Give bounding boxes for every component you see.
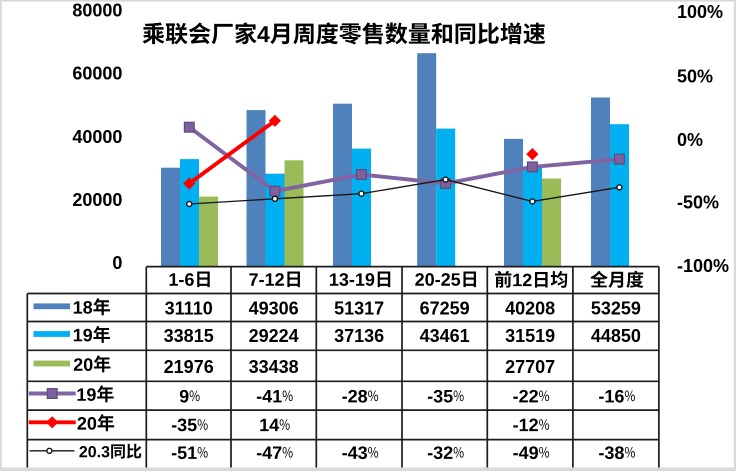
svg-text:40000: 40000 bbox=[72, 127, 122, 147]
svg-text:29224: 29224 bbox=[249, 326, 299, 346]
svg-text:100%: 100% bbox=[677, 2, 723, 22]
svg-text:80000: 80000 bbox=[72, 1, 122, 21]
svg-text:60000: 60000 bbox=[72, 64, 122, 84]
svg-text:43461: 43461 bbox=[420, 326, 470, 346]
svg-text:0: 0 bbox=[112, 253, 122, 273]
svg-text:33438: 33438 bbox=[249, 357, 299, 377]
svg-text:27707: 27707 bbox=[505, 357, 555, 377]
svg-text:53259: 53259 bbox=[591, 298, 641, 318]
svg-text:20000: 20000 bbox=[72, 190, 122, 210]
svg-text:50%: 50% bbox=[677, 66, 713, 86]
svg-text:0%: 0% bbox=[677, 130, 703, 150]
svg-text:-50%: -50% bbox=[677, 192, 719, 212]
svg-text:67259: 67259 bbox=[420, 298, 470, 318]
svg-text:37136: 37136 bbox=[334, 326, 384, 346]
svg-text:49306: 49306 bbox=[249, 298, 299, 318]
svg-text:-100%: -100% bbox=[677, 256, 729, 276]
svg-text:33815: 33815 bbox=[164, 326, 214, 346]
svg-text:21976: 21976 bbox=[164, 357, 214, 377]
svg-text:44850: 44850 bbox=[591, 326, 641, 346]
svg-text:40208: 40208 bbox=[505, 298, 555, 318]
svg-text:51317: 51317 bbox=[334, 298, 384, 318]
svg-text:31519: 31519 bbox=[505, 326, 555, 346]
svg-text:31110: 31110 bbox=[165, 298, 213, 318]
